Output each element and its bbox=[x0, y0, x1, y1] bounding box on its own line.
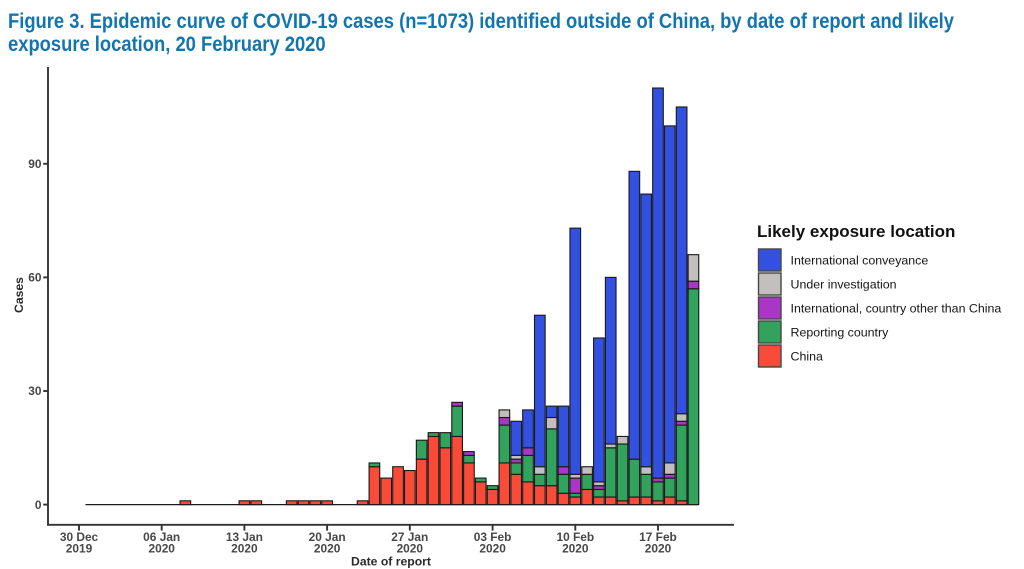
svg-text:06 Jan: 06 Jan bbox=[143, 530, 180, 544]
svg-text:2020: 2020 bbox=[397, 542, 424, 556]
svg-text:10 Feb: 10 Feb bbox=[556, 530, 594, 544]
svg-text:03 Feb: 03 Feb bbox=[474, 530, 512, 544]
svg-text:2020: 2020 bbox=[645, 542, 672, 556]
svg-text:2020: 2020 bbox=[231, 542, 258, 556]
svg-text:2020: 2020 bbox=[314, 542, 341, 556]
svg-text:International conveyance: International conveyance bbox=[791, 254, 929, 268]
svg-text:Cases: Cases bbox=[12, 277, 26, 313]
svg-text:Reporting country: Reporting country bbox=[791, 326, 890, 340]
svg-text:20 Jan: 20 Jan bbox=[309, 530, 346, 544]
svg-text:13 Jan: 13 Jan bbox=[226, 530, 263, 544]
svg-text:Date of report: Date of report bbox=[351, 555, 431, 569]
svg-text:2020: 2020 bbox=[562, 542, 589, 556]
svg-text:60: 60 bbox=[28, 271, 42, 285]
svg-text:International, country other t: International, country other than China bbox=[791, 302, 1002, 316]
svg-text:90: 90 bbox=[28, 157, 42, 171]
svg-text:2019: 2019 bbox=[66, 542, 93, 556]
svg-text:17 Feb: 17 Feb bbox=[639, 530, 677, 544]
svg-text:2020: 2020 bbox=[148, 542, 175, 556]
svg-text:30: 30 bbox=[28, 384, 42, 398]
svg-text:2020: 2020 bbox=[479, 542, 506, 556]
svg-text:0: 0 bbox=[35, 498, 42, 512]
svg-text:27 Jan: 27 Jan bbox=[391, 530, 428, 544]
svg-text:Under investigation: Under investigation bbox=[791, 278, 897, 292]
svg-text:Likely exposure location: Likely exposure location bbox=[757, 222, 955, 241]
svg-text:China: China bbox=[791, 350, 823, 364]
svg-text:30 Dec: 30 Dec bbox=[60, 530, 99, 544]
